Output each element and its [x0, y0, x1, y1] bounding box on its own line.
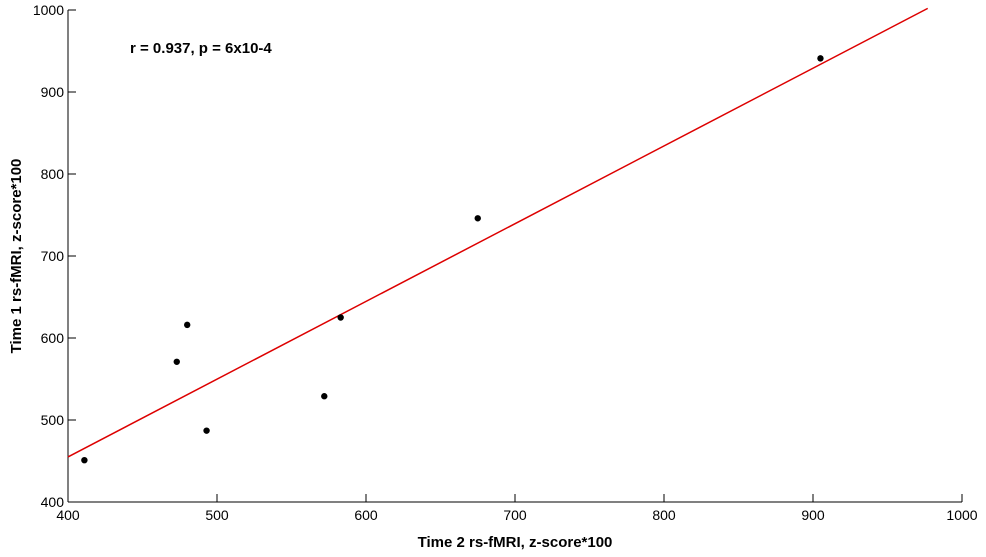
- x-tick-label: 600: [354, 507, 378, 523]
- point: [184, 321, 191, 329]
- x-tick-label: 500: [205, 507, 229, 523]
- fit-line: [67, 7, 929, 458]
- x-tick-label: 400: [56, 507, 80, 523]
- y-tick-label: 400: [41, 494, 65, 510]
- x-tick-label: 700: [503, 507, 527, 523]
- y-tick-label: 500: [41, 412, 65, 428]
- point: [173, 358, 180, 365]
- y-tick-label: 800: [41, 166, 65, 182]
- x-tick-label: 1000: [946, 507, 977, 523]
- y-tick-label: 1000: [33, 2, 64, 18]
- point: [817, 55, 824, 62]
- point: [81, 456, 88, 464]
- y-tick-label: 900: [41, 84, 65, 100]
- point: [203, 427, 210, 434]
- point: [321, 393, 328, 400]
- x-tick-label: 800: [652, 507, 676, 523]
- y-tick-label: 700: [41, 248, 65, 264]
- y-tick-label: 600: [41, 330, 65, 346]
- x-axis-label: Time 2 rs-fMRI, z-score*100: [418, 534, 613, 551]
- annotation: r = 0.937, p = 6x10-4: [130, 40, 272, 57]
- point: [474, 215, 481, 222]
- point: [337, 314, 344, 321]
- x-tick-label: 900: [801, 507, 825, 523]
- y-axis-label: Time 1 rs-fMRI, z-score*100: [8, 159, 25, 354]
